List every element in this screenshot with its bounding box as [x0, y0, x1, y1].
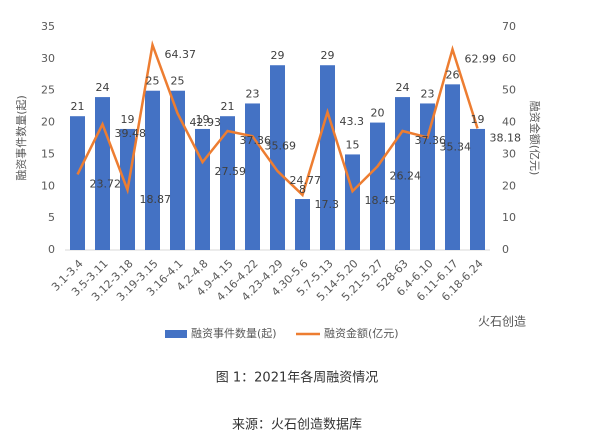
- line-value-label: 27.59: [215, 165, 247, 178]
- line-value-label: 38.18: [490, 131, 522, 144]
- bar-value-label: 25: [171, 75, 185, 88]
- line-value-label: 18.45: [365, 194, 397, 207]
- bar-value-label: 26: [446, 68, 460, 81]
- bar-value-label: 24: [96, 81, 110, 94]
- y2-tick-label: 50: [502, 84, 516, 97]
- y2-tick-label: 20: [502, 179, 516, 192]
- bar-value-label: 24: [396, 81, 410, 94]
- y-tick-label: 5: [48, 211, 55, 224]
- bar-value-label: 19: [471, 113, 485, 126]
- legend-label: 融资金额(亿元): [324, 326, 399, 340]
- caption: 图 1：2021年各周融资情况: [216, 370, 379, 386]
- bar: [245, 103, 260, 250]
- line-value-label: 42.93: [190, 116, 222, 129]
- line-value-label: 17.3: [315, 198, 340, 211]
- y2-tick-label: 0: [502, 243, 509, 256]
- y-tick-label: 35: [41, 20, 55, 33]
- y-tick-label: 20: [41, 116, 55, 129]
- bar-value-label: 8: [299, 183, 306, 196]
- y-tick-label: 10: [41, 179, 55, 192]
- line-value-label: 23.72: [90, 177, 122, 190]
- y-tick-label: 30: [41, 52, 55, 65]
- watermark: 火石创造: [478, 315, 526, 329]
- bar: [445, 84, 460, 250]
- bar: [470, 128, 485, 250]
- bar-value-label: 23: [421, 87, 435, 100]
- line-value-label: 43.3: [340, 115, 365, 128]
- bar-value-label: 15: [346, 138, 360, 151]
- bar: [320, 65, 335, 250]
- line: [76, 40, 479, 198]
- line-value-label: 39.48: [115, 127, 147, 140]
- bar: [95, 97, 110, 250]
- y2-tick-label: 10: [502, 211, 516, 224]
- bar-value-label: 29: [271, 49, 285, 62]
- line-value-label: 37.36: [240, 134, 272, 147]
- line-value-label: 62.99: [465, 52, 497, 65]
- bar: [420, 103, 435, 250]
- y2-tick-label: 30: [502, 147, 516, 160]
- line-value-label: 18.87: [140, 193, 172, 206]
- y2-tick-label: 60: [502, 52, 516, 65]
- bar-value-label: 21: [71, 100, 85, 113]
- y-tick-label: 15: [41, 147, 55, 160]
- bar-value-label: 19: [196, 113, 210, 126]
- source: 来源：火石创造数据库: [232, 417, 362, 433]
- bar: [195, 128, 210, 250]
- bar-value-label: 29: [321, 49, 335, 62]
- line-value-label: 35.34: [440, 140, 472, 153]
- bar: [270, 65, 285, 250]
- bar: [345, 154, 360, 250]
- y2-tick-label: 40: [502, 116, 516, 129]
- bar: [295, 199, 310, 250]
- line-value-label: 24.77: [290, 174, 322, 187]
- y2-tick-label: 70: [502, 20, 516, 33]
- y-tick-label: 0: [48, 243, 55, 256]
- y-tick-label: 25: [41, 84, 55, 97]
- line-value-label: 26.24: [390, 169, 422, 182]
- line-value-label: 37.36: [415, 134, 447, 147]
- bar-value-label: 23: [246, 87, 260, 100]
- line-value-label: 35.69: [265, 139, 297, 152]
- legend-label: 融资事件数量(起): [191, 327, 277, 340]
- bar: [70, 116, 85, 250]
- line-value-label: 64.37: [165, 48, 197, 61]
- bar-value-label: 25: [146, 75, 160, 88]
- bar: [220, 116, 235, 250]
- bar: [145, 90, 160, 250]
- y-axis-title: 融资事件数量(起): [15, 95, 28, 181]
- bar: [170, 90, 185, 250]
- y2-axis-title: 融资金额(亿元): [528, 101, 542, 176]
- bar-value-label: 21: [221, 100, 235, 113]
- legend-swatch: [165, 330, 187, 338]
- bar: [370, 122, 385, 250]
- bar-value-label: 20: [371, 107, 385, 120]
- bar-value-label: 19: [121, 113, 135, 126]
